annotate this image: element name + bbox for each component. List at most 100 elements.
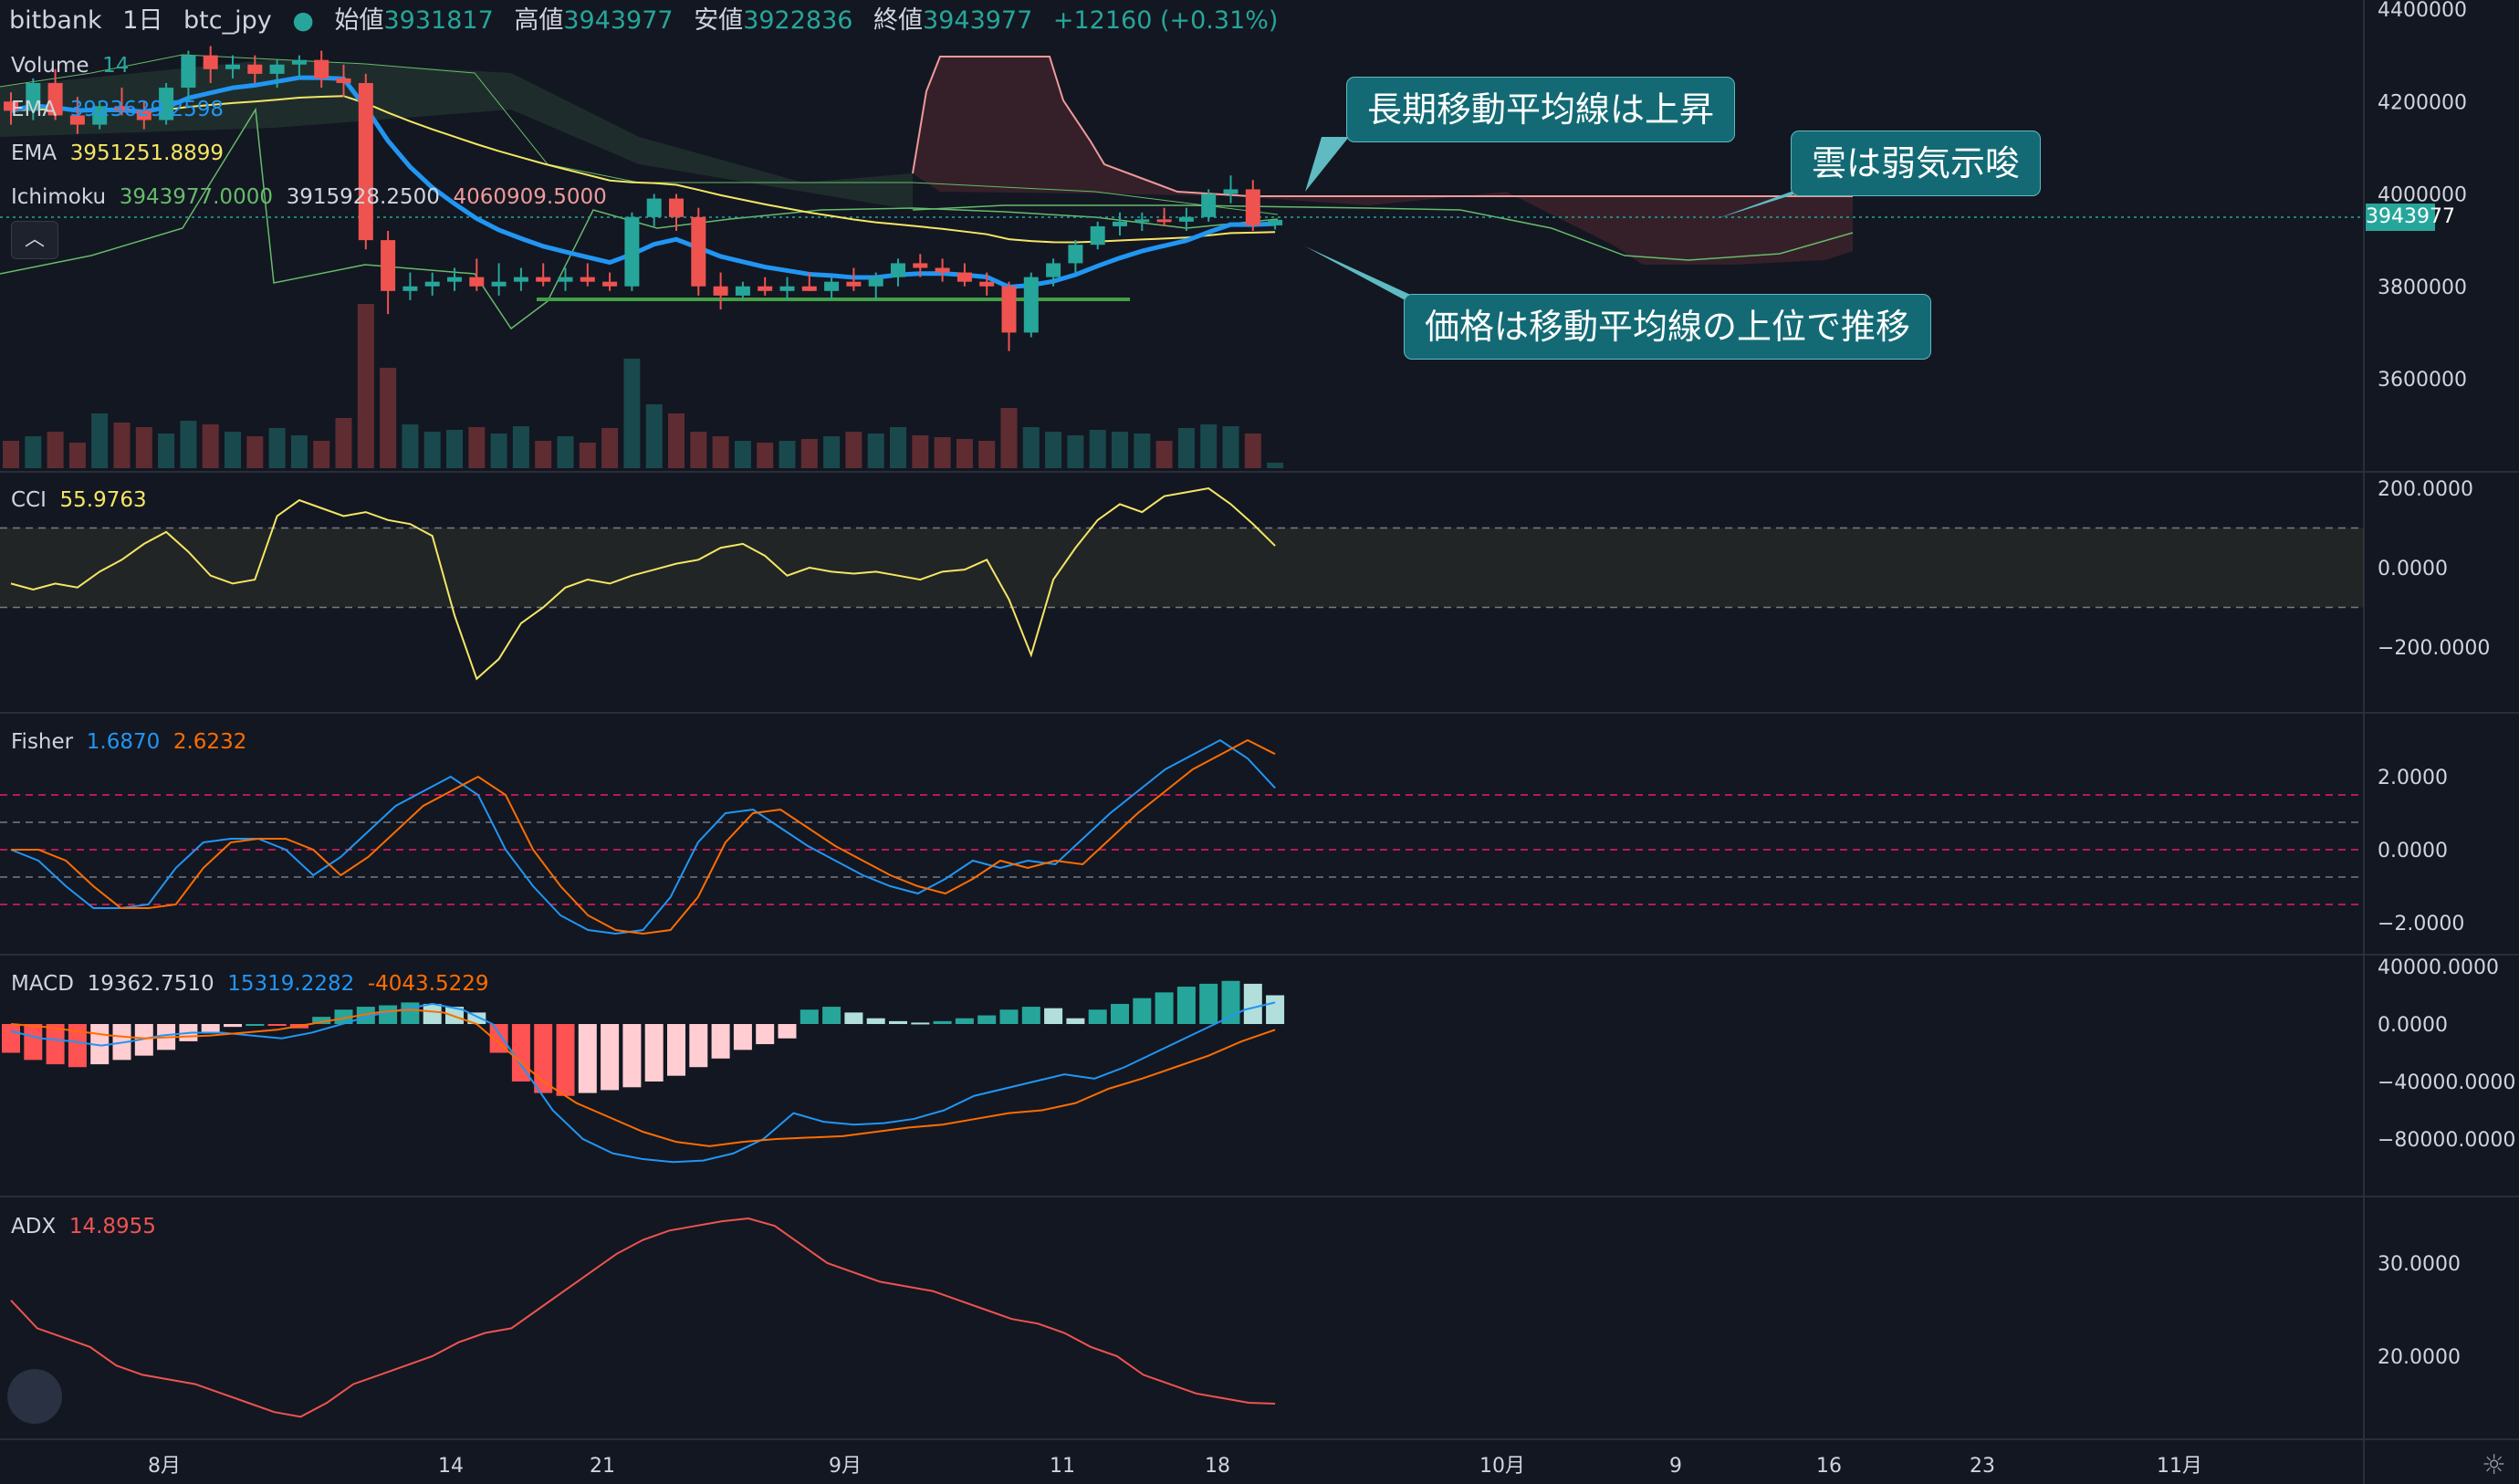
legend-ema-slow[interactable]: EMA 3951251.8899 <box>11 141 225 165</box>
candle-body <box>314 59 329 78</box>
volume-bar <box>25 436 42 468</box>
macd-histogram-bar <box>24 1024 43 1061</box>
ichimoku-baseline <box>0 54 1279 215</box>
macd-histogram-bar <box>644 1024 664 1082</box>
macd-histogram-bar <box>423 1003 442 1024</box>
annotation-cloud-bearish[interactable]: 雲は弱気示唆 <box>1791 131 2042 196</box>
candle-body <box>181 55 196 89</box>
candle-body <box>1178 216 1194 222</box>
candle-body <box>1201 193 1217 217</box>
candle-body <box>69 115 85 125</box>
candle-body <box>159 88 174 120</box>
volume-bar <box>225 432 241 468</box>
candle-body <box>691 216 706 287</box>
low-value: 3922836 <box>743 6 853 35</box>
time-axis-label: 11月 <box>2157 1455 2202 1478</box>
time-axis-label: 8月 <box>148 1455 181 1478</box>
interval-label[interactable]: 1日 <box>122 6 163 35</box>
macd-histogram-bar <box>955 1018 974 1024</box>
macd-signal-line <box>10 1008 1276 1147</box>
macd-histogram-bar <box>933 1020 952 1024</box>
callout-pointer <box>1305 246 1424 310</box>
legend-ema-fast[interactable]: EMA 3923629.2598 <box>11 98 225 121</box>
candle-body <box>779 286 795 291</box>
volume-bar <box>246 436 264 468</box>
exchange-name[interactable]: bitbank <box>9 6 102 35</box>
candle-body <box>935 267 950 273</box>
candle-body <box>801 286 817 291</box>
ema-fast-line <box>10 75 1276 289</box>
candle-body <box>203 55 218 69</box>
macd-histogram-bar <box>489 1024 508 1053</box>
macd-histogram-bar <box>46 1024 65 1065</box>
candle-body <box>225 64 240 69</box>
settings-gear-icon[interactable]: ☼ <box>2482 1449 2506 1481</box>
macd-histogram-bar <box>689 1024 708 1068</box>
macd-histogram-bar <box>844 1012 863 1024</box>
last-price-tag: 3943977 <box>2366 204 2455 231</box>
candle-body <box>979 281 995 287</box>
macd-histogram-bar <box>267 1024 287 1026</box>
adx-axis-label: 30.0000 <box>2378 1253 2461 1276</box>
symbol-label[interactable]: btc_jpy <box>183 6 272 35</box>
cci-axis-label: 200.0000 <box>2378 478 2473 501</box>
volume-bar <box>956 439 973 468</box>
macd-histogram-bar <box>1021 1007 1040 1024</box>
candle-body <box>491 281 507 287</box>
volume-bar <box>668 413 685 468</box>
annotation-ma-rising[interactable]: 長期移動平均線は上昇 <box>1346 77 1736 142</box>
close-label: 終値 <box>873 6 924 35</box>
volume-bar <box>535 441 552 468</box>
volume-bar <box>890 427 906 468</box>
legend-ichimoku[interactable]: Ichimoku 3943977.0000 3915928.2500 40609… <box>11 185 607 209</box>
volume-bar <box>3 441 19 468</box>
macd-histogram-bar <box>756 1024 775 1045</box>
legend-fisher[interactable]: Fisher 1.6870 2.6232 <box>11 730 247 754</box>
candle-body <box>4 101 18 111</box>
volume-bar <box>1244 434 1261 468</box>
legend-macd[interactable]: MACD 19362.7510 15319.2282 -4043.5229 <box>11 972 489 996</box>
macd-histogram-bar <box>1266 995 1285 1024</box>
fisher-trigger-line <box>11 738 1276 935</box>
legend-adx[interactable]: ADX 14.8955 <box>11 1215 156 1238</box>
tradingview-logo-icon[interactable] <box>7 1369 62 1424</box>
macd-histogram-bar <box>201 1024 220 1033</box>
volume-bar <box>823 436 841 468</box>
macd-histogram-bar <box>800 1009 819 1024</box>
collapse-legend-button[interactable]: ︿ <box>11 221 58 259</box>
volume-bar <box>934 437 951 468</box>
volume-bar <box>978 441 996 468</box>
time-axis-label: 21 <box>590 1455 615 1478</box>
legend-volume[interactable]: Volume 14 <box>11 54 130 78</box>
volume-bar <box>1112 432 1128 468</box>
volume-bar <box>47 432 64 468</box>
fisher-axis-label: 2.0000 <box>2378 767 2448 789</box>
legend-cci[interactable]: CCI 55.9763 <box>11 488 147 512</box>
volume-bar <box>1089 430 1106 468</box>
cci-line <box>10 486 1276 681</box>
annotation-price-above-ma[interactable]: 価格は移動平均線の上位で推移 <box>1404 294 1932 360</box>
macd-histogram-bar <box>622 1024 642 1088</box>
volume-bar <box>202 424 219 468</box>
high-label: 高値 <box>514 6 564 35</box>
cci-axis-label: −200.0000 <box>2378 637 2490 660</box>
candle-body <box>1223 189 1239 194</box>
candle-body <box>381 240 396 291</box>
ichimoku-lagging-span <box>0 107 1279 330</box>
volume-bar <box>380 368 397 468</box>
candle-body <box>868 277 883 287</box>
macd-histogram-bar <box>356 1007 375 1024</box>
macd-histogram-bar <box>379 1005 398 1024</box>
time-axis-label: 23 <box>1970 1455 1995 1478</box>
price-axis-label: 4400000 <box>2378 0 2467 22</box>
ichimoku-span-b <box>912 204 1854 261</box>
macd-histogram-bar <box>578 1024 597 1093</box>
candle-body <box>47 83 63 116</box>
candle-body <box>469 277 485 287</box>
volume-bar <box>1200 424 1218 468</box>
candle-body <box>336 78 351 83</box>
macd-histogram-bar <box>1066 1018 1085 1024</box>
volume-bar <box>601 428 619 468</box>
candle-body <box>536 277 551 282</box>
